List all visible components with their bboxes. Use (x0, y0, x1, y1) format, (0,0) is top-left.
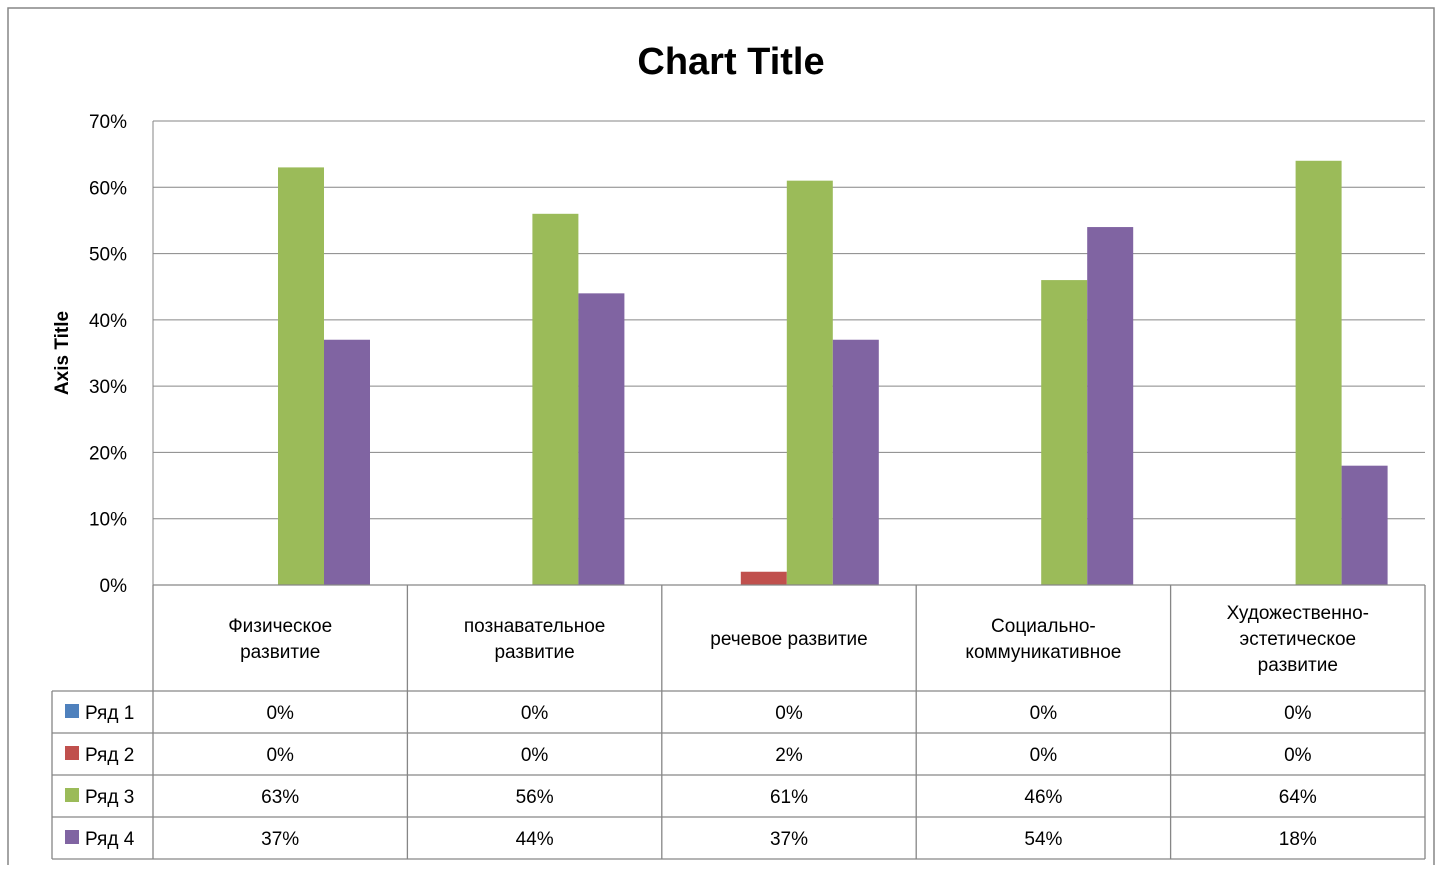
y-tick-label: 0% (100, 576, 128, 597)
category-label: речевое развитие (710, 629, 867, 650)
category-label: развитие (1258, 655, 1338, 676)
category-label: развитие (240, 642, 320, 663)
y-axis-tick-labels: 0% 10% 20% 30% 40% 50% 60% 70% (89, 112, 127, 597)
data-label: 0% (1284, 703, 1312, 724)
data-label: 0% (521, 745, 549, 766)
category-label: познавательное (464, 616, 605, 637)
bar-3-5 (1295, 160, 1342, 585)
data-label: 56% (516, 787, 554, 808)
bar-2-3 (740, 571, 787, 585)
category-label: Социально- (991, 616, 1096, 637)
category-label: развитие (494, 642, 574, 663)
bar-3-4 (1041, 280, 1088, 585)
category-label: Физическое (228, 616, 332, 637)
category-label: эстетическое (1240, 629, 1357, 650)
data-label: 44% (516, 829, 554, 850)
legend-key-2 (65, 746, 79, 760)
bar-3-2 (532, 213, 579, 586)
y-tick-label: 10% (89, 510, 127, 531)
data-label: 0% (1030, 703, 1058, 724)
data-label: 0% (1030, 745, 1058, 766)
data-label: 64% (1279, 787, 1317, 808)
data-label: 0% (1284, 745, 1312, 766)
series-name-label: Ряд 1 (85, 703, 134, 724)
data-label: 61% (770, 787, 808, 808)
data-label: 0% (266, 703, 294, 724)
legend-key-4 (65, 830, 79, 844)
category-label: Художественно- (1227, 603, 1369, 624)
bar-4-5 (1341, 465, 1388, 585)
legend-key-1 (65, 704, 79, 718)
bar-3-3 (786, 180, 833, 585)
y-tick-label: 40% (89, 311, 127, 332)
data-label: 0% (266, 745, 294, 766)
data-label: 37% (261, 829, 299, 850)
bars (278, 160, 1388, 586)
y-tick-label: 60% (89, 178, 127, 199)
chart-border (7, 7, 1435, 867)
series-name-label: Ряд 2 (85, 745, 134, 766)
bar-3-1 (278, 167, 324, 585)
series-name-label: Ряд 4 (85, 829, 135, 850)
y-axis-title: Axis Title (52, 311, 73, 395)
series-name-label: Ряд 3 (85, 787, 134, 808)
bar-4-2 (578, 293, 625, 585)
y-tick-label: 70% (89, 112, 127, 133)
legend-key-3 (65, 788, 79, 802)
bar-4-4 (1087, 227, 1134, 586)
bar-4-3 (832, 339, 879, 585)
data-label: 18% (1279, 829, 1317, 850)
y-tick-label: 30% (89, 377, 127, 398)
data-label: 0% (775, 703, 803, 724)
category-label: коммуникативное (965, 642, 1121, 663)
chart-title: Chart Title (637, 41, 824, 83)
y-tick-label: 50% (89, 245, 127, 266)
y-tick-label: 20% (89, 443, 127, 464)
bar-4-1 (324, 339, 370, 585)
data-label: 63% (261, 787, 299, 808)
data-label: 46% (1024, 787, 1062, 808)
data-label: 2% (775, 745, 803, 766)
data-label: 0% (521, 703, 549, 724)
data-table: Физическое развитие познавательное развитие… (51, 584, 1426, 860)
data-label: 37% (770, 829, 808, 850)
data-label: 54% (1024, 829, 1062, 850)
